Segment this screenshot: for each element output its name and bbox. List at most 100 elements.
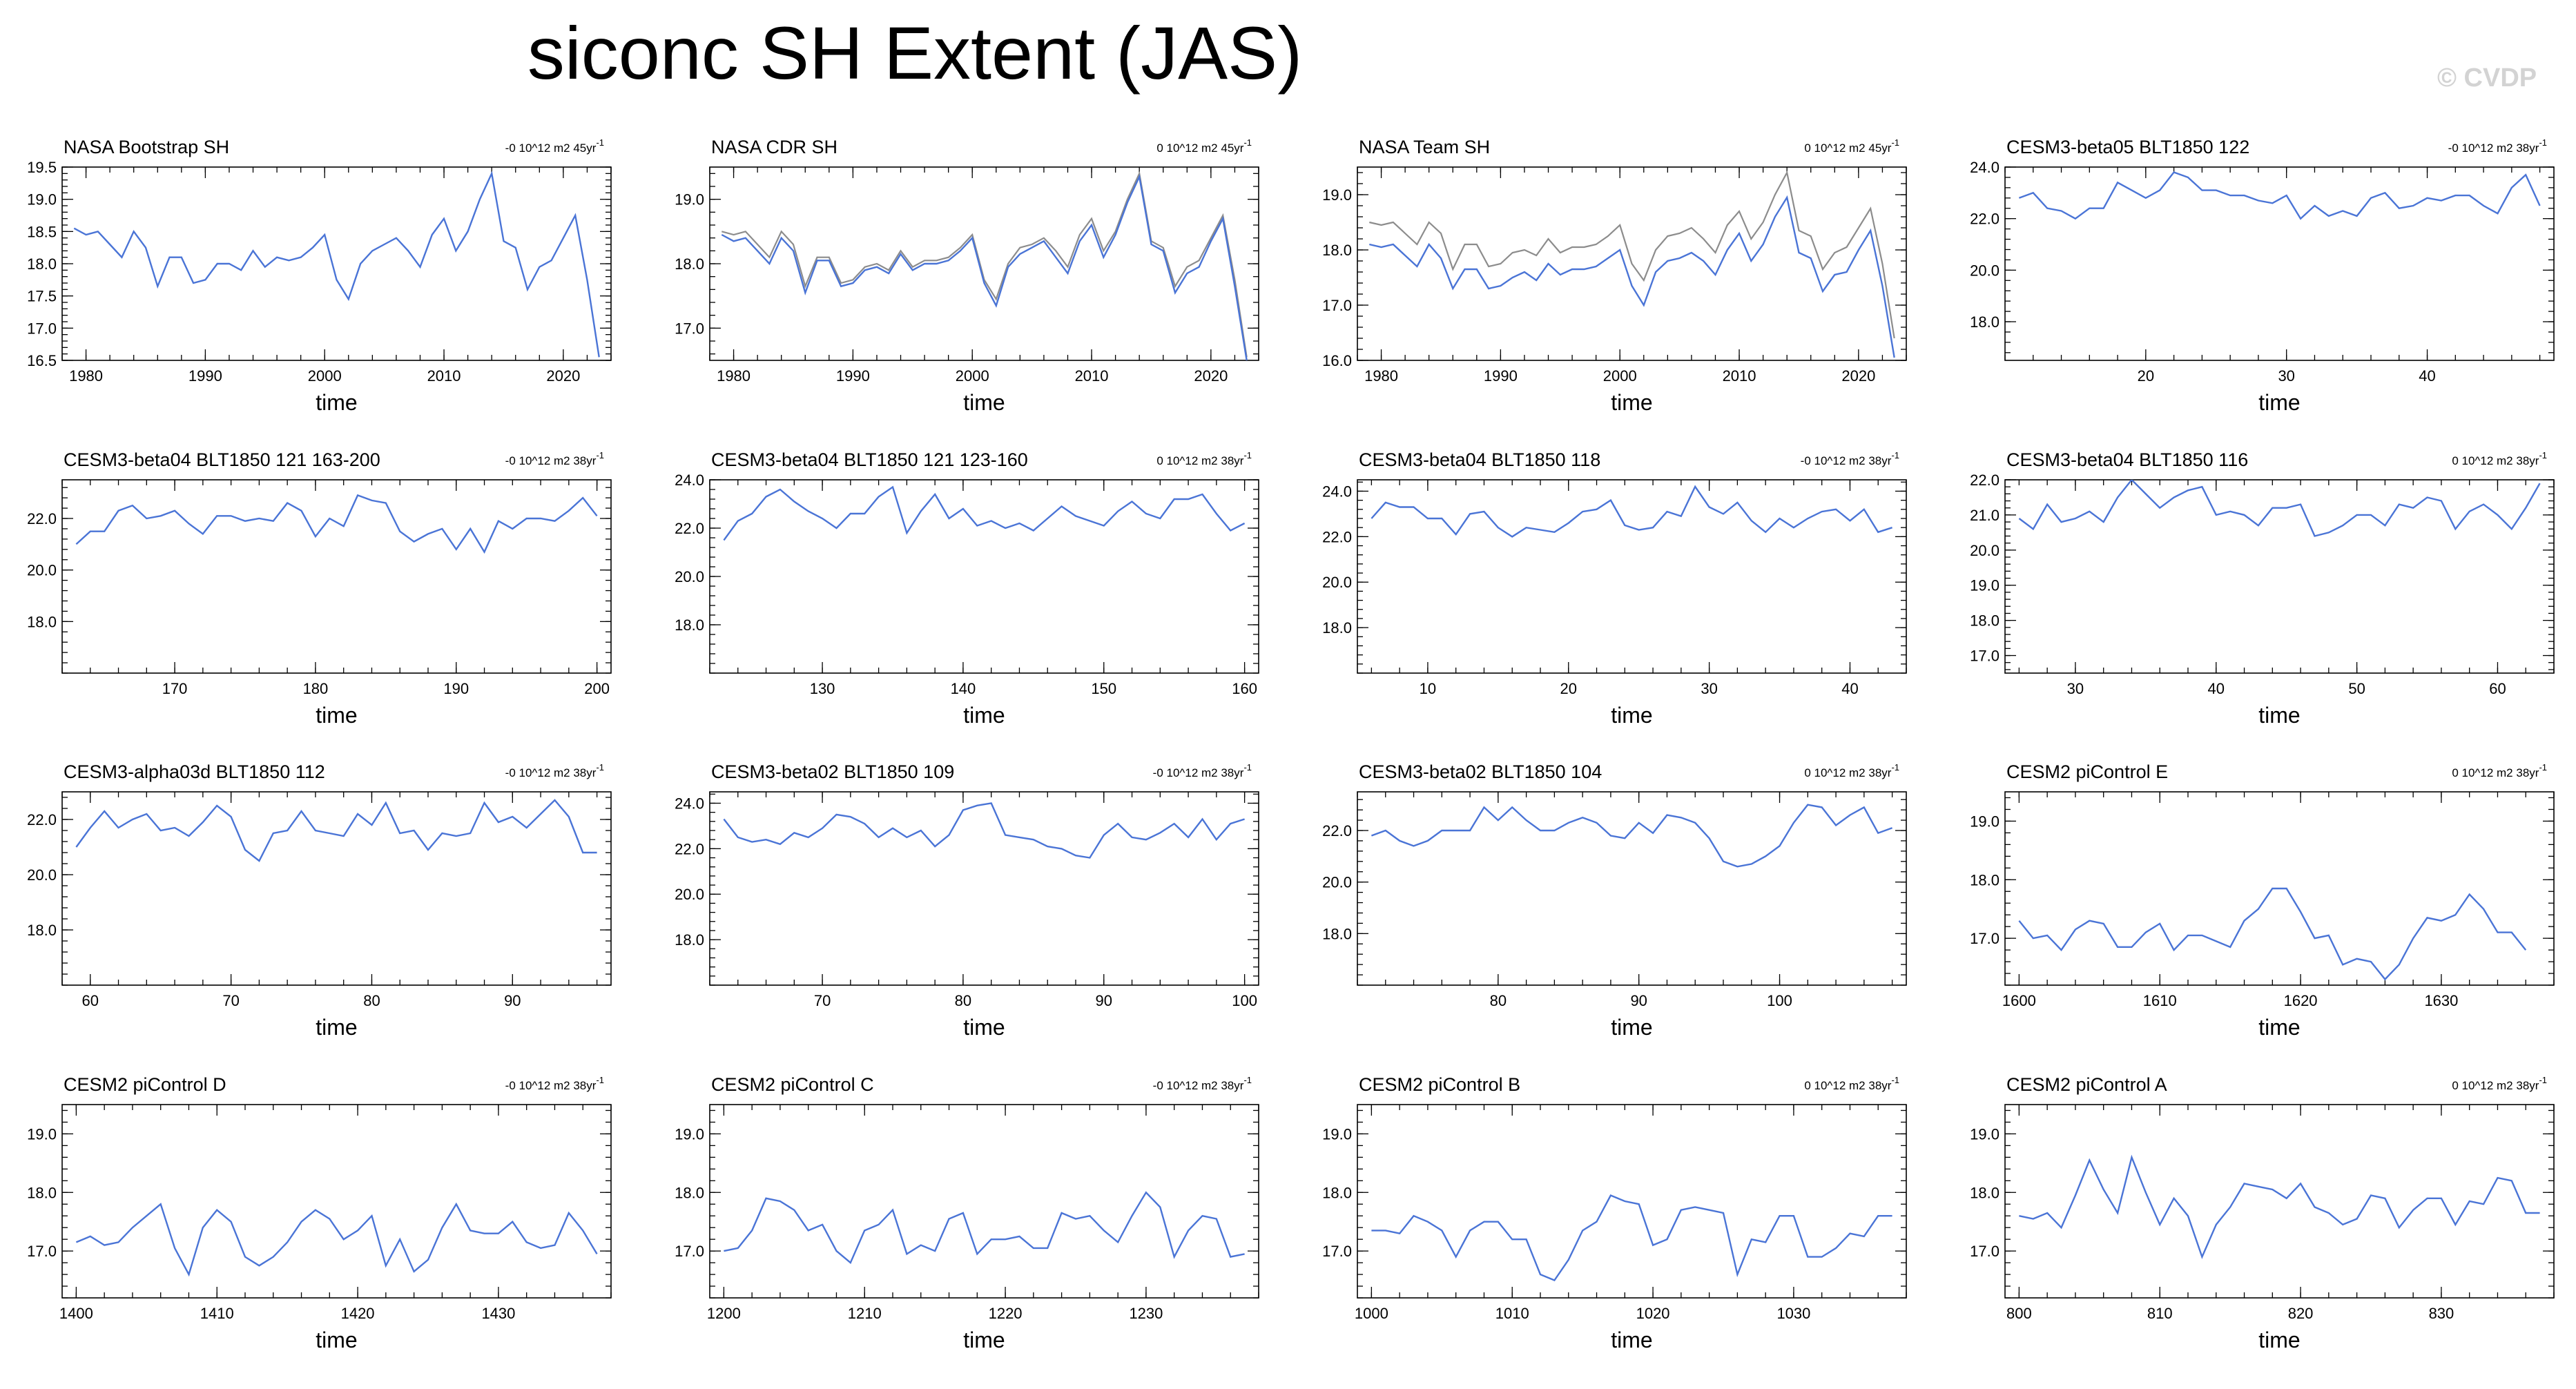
x-tick-label: 1610 (2143, 992, 2177, 1009)
reference-line (722, 171, 1248, 358)
x-tick-label: 2000 (956, 367, 989, 385)
x-axis-label: time (2258, 1015, 2300, 1040)
x-tick-label: 2020 (546, 367, 580, 385)
series-line (724, 1191, 1245, 1265)
panel-11: CESM3-beta02 BLT1850 104 0 10^12 m2 38yr-… (1322, 761, 1907, 1040)
y-tick-label: 17.0 (675, 320, 704, 337)
x-tick-label: 40 (2419, 367, 2435, 385)
x-tick-label: 820 (2288, 1305, 2314, 1322)
y-tick-label: 18.0 (1322, 1184, 1352, 1201)
y-tick-label: 18.5 (27, 223, 57, 240)
series-line (73, 171, 600, 358)
panel-units-label: 0 10^12 m2 38yr-1 (1156, 450, 1252, 467)
y-tick-label: 16.5 (27, 352, 57, 369)
series-line (2019, 1154, 2540, 1259)
series-line (723, 485, 1246, 541)
y-tick-label: 17.0 (1970, 930, 1999, 947)
x-tick-label: 800 (2006, 1305, 2032, 1322)
panel-title: NASA Bootstrap SH (64, 137, 229, 157)
panel-title: CESM3-beta04 BLT1850 121 123-160 (711, 449, 1028, 470)
x-tick-label: 80 (363, 992, 380, 1009)
x-axis-label: time (1611, 703, 1652, 728)
panel-title: NASA CDR SH (711, 137, 837, 157)
panel-units-label: 0 10^12 m2 38yr-1 (1804, 762, 1899, 779)
y-tick-label: 22.0 (675, 520, 704, 537)
plot-frame (1357, 791, 1907, 986)
x-tick-label: 30 (1701, 680, 1717, 697)
panel-2: NASA CDR SH 0 10^12 m2 45yr-1 17.0 18.0 19.0… (675, 137, 1259, 415)
panel-title: CESM3-beta04 BLT1850 116 (2006, 449, 2248, 470)
x-axis-label: time (963, 703, 1005, 728)
y-tick-label: 17.0 (27, 320, 57, 337)
panel-units-label: -0 10^12 m2 38yr-1 (1153, 1075, 1252, 1092)
x-tick-label: 80 (1490, 992, 1507, 1009)
y-tick-label: 20.0 (675, 568, 704, 585)
panel-units-label: 0 10^12 m2 45yr-1 (1156, 137, 1252, 155)
x-tick-label: 200 (584, 680, 610, 697)
panel-title: CESM2 piControl D (64, 1074, 226, 1095)
panel-7: CESM3-beta04 BLT1850 118 -0 10^12 m2 38yr… (1322, 449, 1907, 728)
x-tick-label: 1620 (2284, 992, 2318, 1009)
x-tick-label: 20 (1560, 680, 1577, 697)
panel-3: NASA Team SH 0 10^12 m2 45yr-1 16.0 17.0 18.… (1322, 137, 1907, 415)
panel-1: NASA Bootstrap SH -0 10^12 m2 45yr-1 16.5 1… (27, 137, 612, 415)
x-axis-label: time (316, 1328, 357, 1352)
x-tick-label: 1030 (1776, 1305, 1810, 1322)
panel-10: CESM3-beta02 BLT1850 109 -0 10^12 m2 38yr… (675, 761, 1259, 1040)
x-tick-label: 190 (443, 680, 469, 697)
panel-5: CESM3-beta04 BLT1850 121 163-200 -0 10^12… (27, 449, 612, 728)
y-tick-label: 19.0 (1970, 813, 1999, 830)
series-line (723, 802, 1245, 859)
x-axis-label: time (963, 1328, 1005, 1352)
y-tick-label: 17.0 (675, 1243, 704, 1260)
panel-units-label: -0 10^12 m2 38yr-1 (505, 1075, 604, 1092)
panel-15: CESM2 piControl B 0 10^12 m2 38yr-1 17.0 18… (1322, 1074, 1907, 1352)
y-tick-label: 20.0 (27, 562, 57, 579)
panel-title: CESM3-beta02 BLT1850 109 (711, 761, 954, 782)
y-tick-label: 20.0 (1970, 262, 1999, 279)
y-tick-label: 19.0 (27, 1125, 57, 1143)
plot-frame (61, 1104, 612, 1299)
panel-title: CESM2 piControl C (711, 1074, 874, 1095)
panel-units-label: -0 10^12 m2 38yr-1 (505, 762, 604, 779)
x-tick-label: 2020 (1841, 367, 1875, 385)
plot-frame (709, 479, 1259, 674)
x-tick-label: 2010 (1075, 367, 1109, 385)
panel-units-label: 0 10^12 m2 38yr-1 (2452, 1075, 2547, 1092)
y-tick-label: 19.0 (27, 191, 57, 208)
x-tick-label: 40 (2208, 680, 2225, 697)
y-tick-label: 19.0 (675, 191, 704, 208)
y-tick-label: 19.0 (1322, 186, 1352, 204)
x-tick-label: 30 (2278, 367, 2294, 385)
plot-frame (1357, 1104, 1907, 1299)
panel-title: CESM2 piControl A (2006, 1074, 2167, 1095)
y-tick-label: 18.0 (1322, 619, 1352, 637)
panel-16: CESM2 piControl A 0 10^12 m2 38yr-1 17.0 18… (1970, 1074, 2555, 1352)
x-tick-label: 1220 (989, 1305, 1023, 1322)
x-tick-label: 100 (1767, 992, 1792, 1009)
y-tick-label: 24.0 (675, 472, 704, 489)
x-tick-label: 90 (1630, 992, 1647, 1009)
panel-units-label: 0 10^12 m2 38yr-1 (1804, 1075, 1899, 1092)
panel-title: CESM2 piControl E (2006, 761, 2168, 782)
y-tick-label: 18.0 (1970, 612, 1999, 630)
x-tick-label: 1230 (1129, 1305, 1163, 1322)
y-tick-label: 18.0 (1970, 871, 1999, 888)
y-tick-label: 20.0 (27, 866, 57, 884)
panel-9: CESM3-alpha03d BLT1850 112 -0 10^12 m2 38… (27, 761, 612, 1040)
y-tick-label: 19.0 (675, 1125, 704, 1143)
x-tick-label: 810 (2147, 1305, 2173, 1322)
x-axis-label: time (2258, 703, 2300, 728)
y-tick-label: 24.0 (1970, 159, 1999, 176)
y-tick-label: 20.0 (675, 886, 704, 903)
y-tick-label: 24.0 (675, 795, 704, 812)
x-tick-label: 60 (2489, 680, 2506, 697)
x-tick-label: 40 (1841, 680, 1858, 697)
x-tick-label: 2000 (308, 367, 342, 385)
panel-title: CESM3-beta02 BLT1850 104 (1359, 761, 1602, 782)
y-tick-label: 22.0 (1970, 472, 1999, 489)
series-line (721, 174, 1248, 360)
x-tick-label: 60 (82, 992, 99, 1009)
x-axis-label: time (1611, 1328, 1652, 1352)
